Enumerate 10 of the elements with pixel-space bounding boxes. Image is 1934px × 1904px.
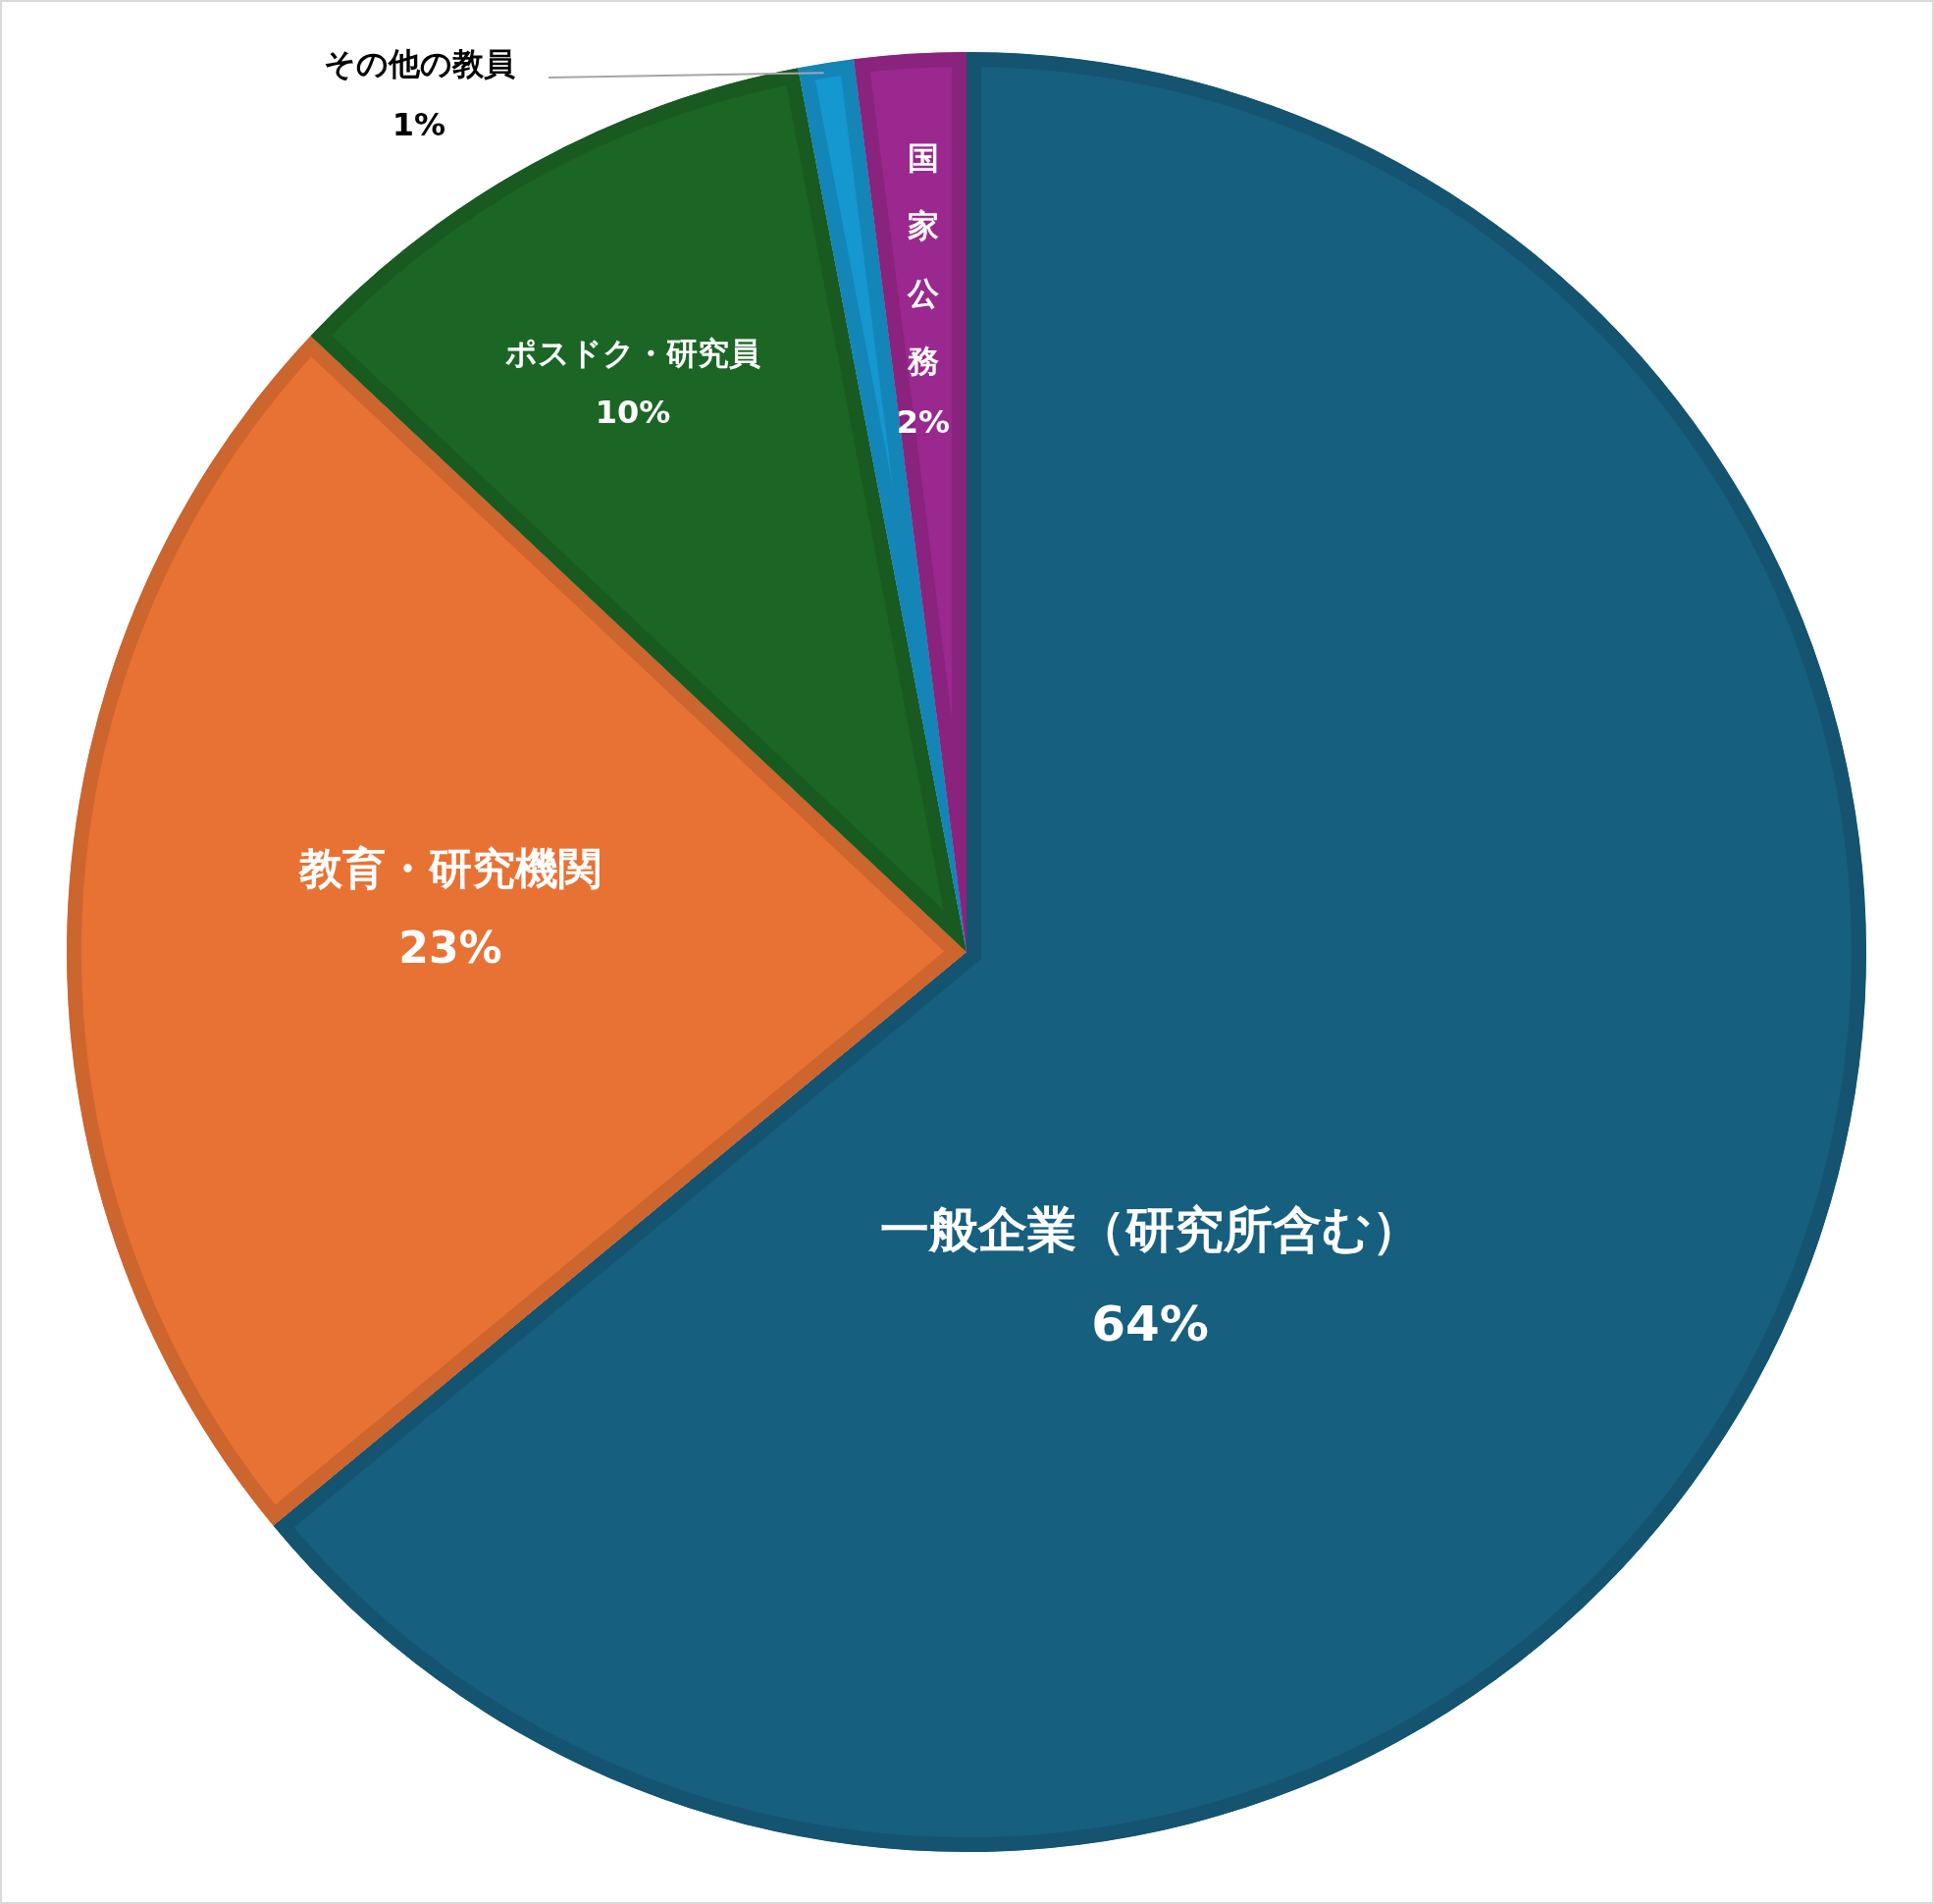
slice-label: 国家公務 <box>907 139 940 380</box>
data-label: 1% <box>392 106 446 143</box>
slice-label: ポスドク・研究員 <box>505 335 760 372</box>
data-label: 64% <box>1091 1296 1209 1352</box>
slice-label: 一般企業（研究所含む） <box>879 1201 1421 1258</box>
data-label: 10% <box>595 394 671 431</box>
data-label: 23% <box>398 922 502 973</box>
slice-label: 教育・研究機関 <box>298 842 601 893</box>
data-label: 2% <box>896 403 951 441</box>
slice-label: その他の教員 <box>323 45 515 82</box>
